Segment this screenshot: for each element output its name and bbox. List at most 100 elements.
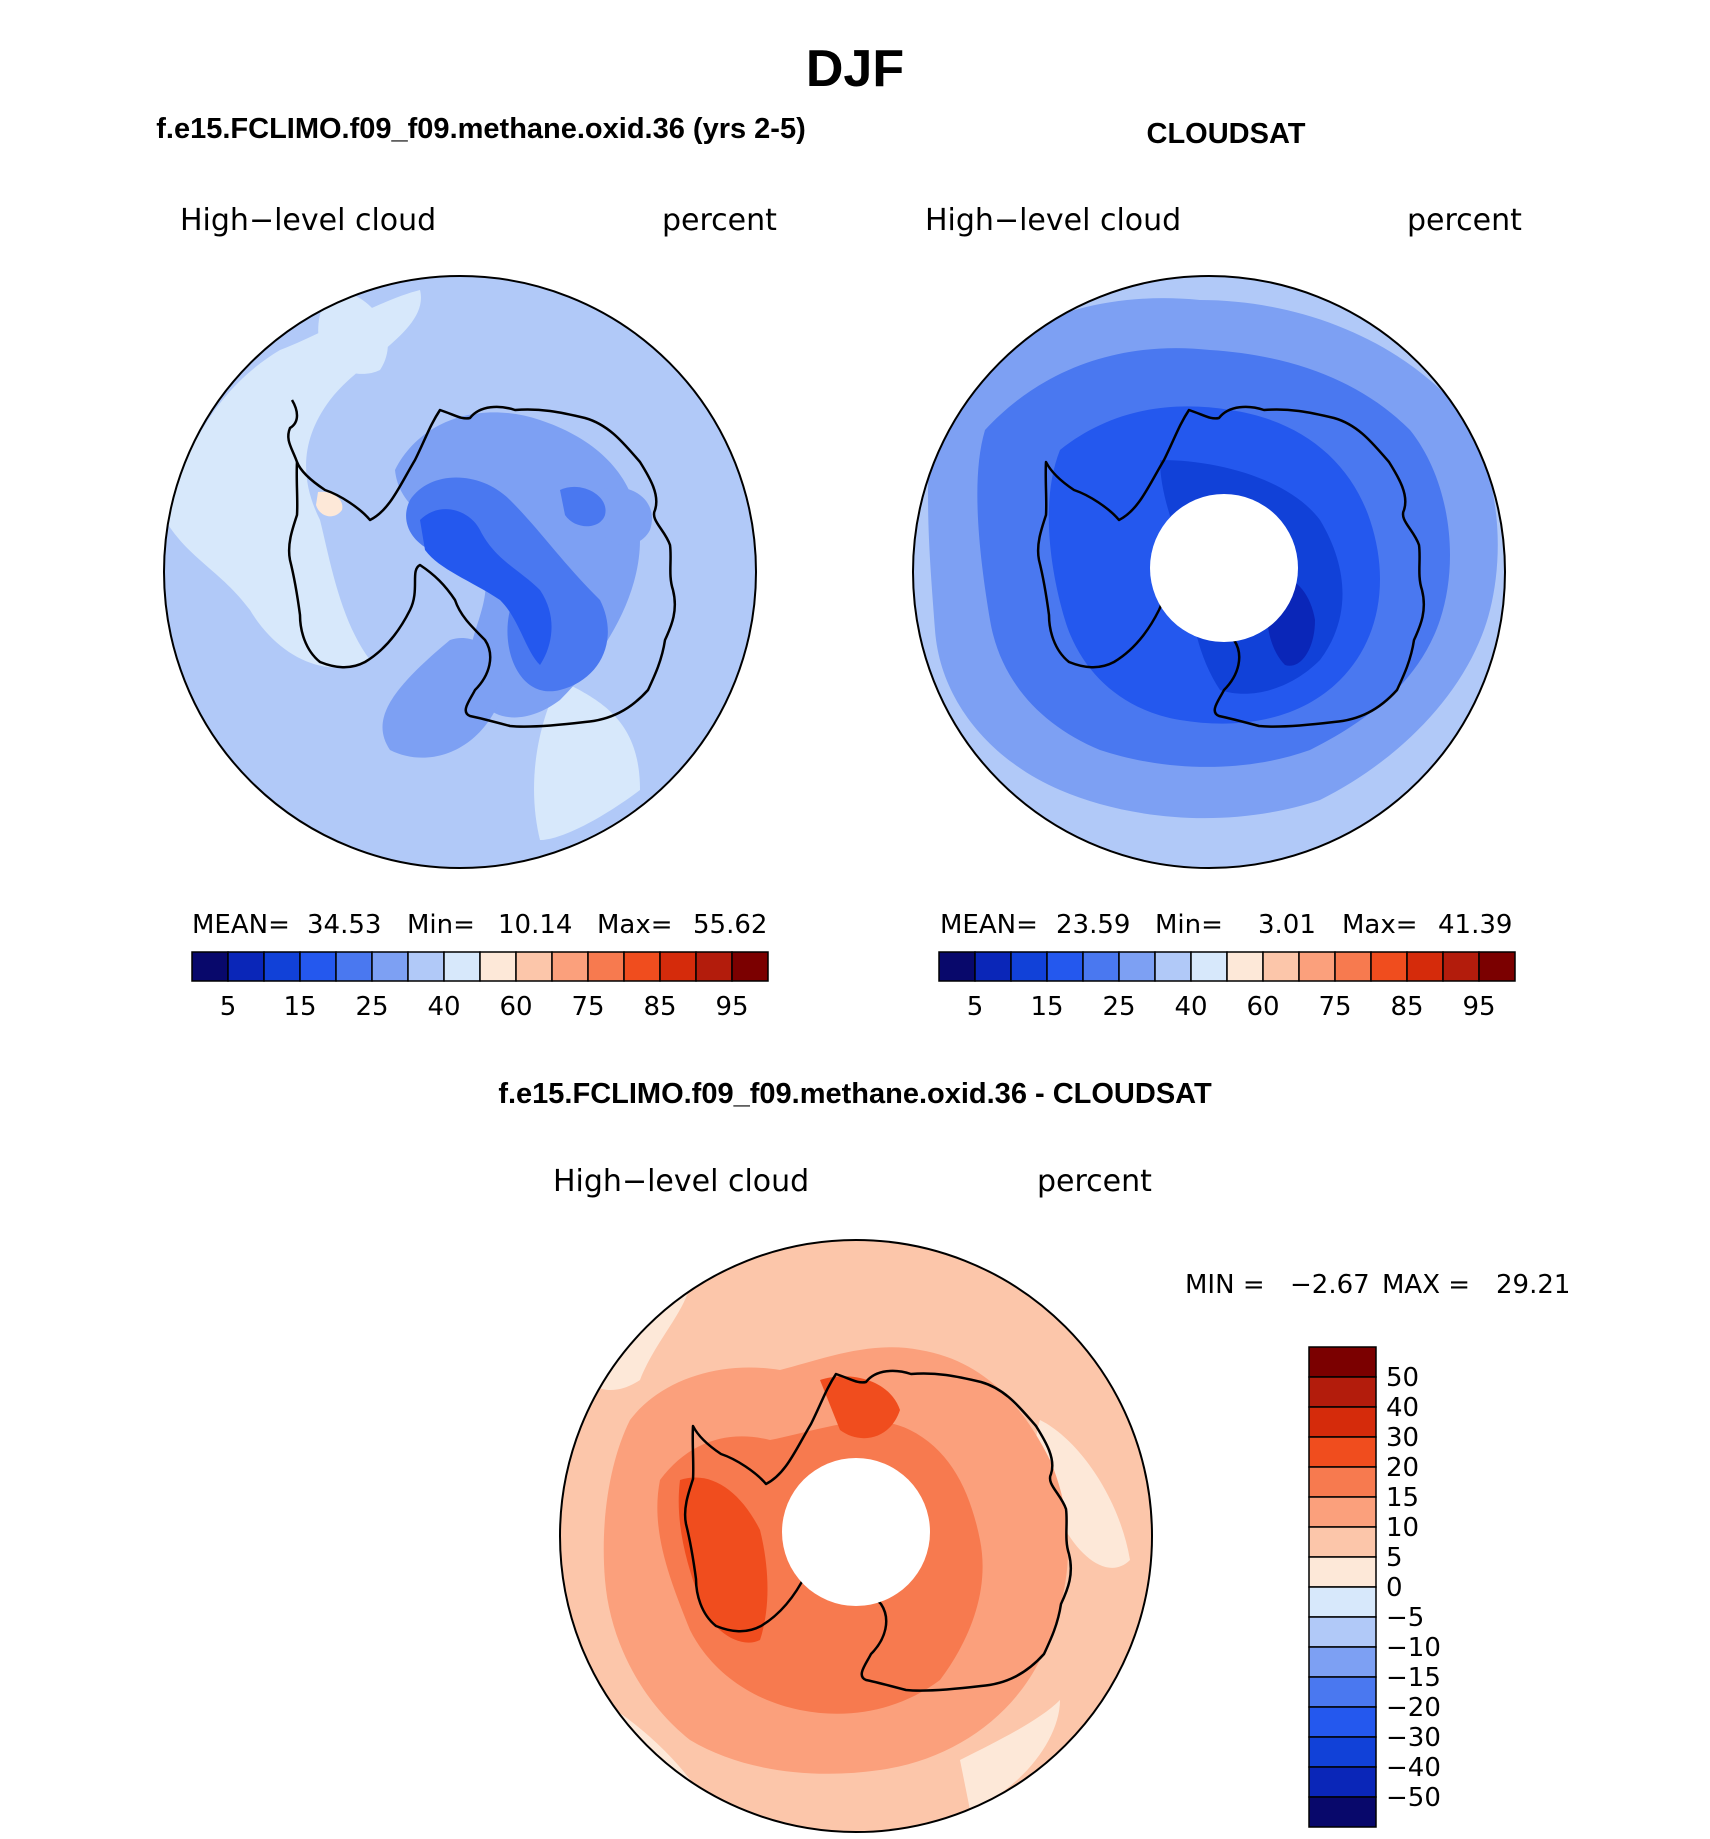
panel-model-min-label: Min= xyxy=(407,910,475,940)
cloudsat-colorbar-tick-label: 95 xyxy=(1462,992,1495,1022)
difference-colorbar-box xyxy=(1308,1766,1377,1798)
panel-difference-max-value: 29.21 xyxy=(1496,1270,1570,1300)
cloudsat-colorbar-tick-label: 15 xyxy=(1030,992,1063,1022)
cloudsat-colorbar-box xyxy=(1226,951,1264,982)
cloudsat-colorbar-box xyxy=(1046,951,1084,982)
model-colorbar-box xyxy=(407,951,445,982)
difference-colorbar-box xyxy=(1308,1646,1377,1678)
difference-colorbar-tick-label: 10 xyxy=(1386,1513,1419,1543)
difference-colorbar-box xyxy=(1308,1736,1377,1768)
model-region-light-2 xyxy=(534,680,640,840)
difference-colorbar-tick-label: 5 xyxy=(1386,1543,1403,1573)
difference-colorbar-tick-label: 40 xyxy=(1386,1393,1419,1423)
model-colorbar-tick-label: 40 xyxy=(427,992,460,1022)
model-colorbar-box xyxy=(443,951,481,982)
panel-difference-min-value: −2.67 xyxy=(1290,1270,1370,1300)
panel-model-colorbar: 5 15 25 40 60 75 85 95 xyxy=(191,951,769,1022)
panel-cloudsat-min-value: 3.01 xyxy=(1258,910,1316,940)
model-colorbar-box xyxy=(371,951,409,982)
panel-cloudsat-units-label: percent xyxy=(1407,203,1522,238)
model-colorbar-tick-label: 60 xyxy=(499,992,532,1022)
cloudsat-coastline xyxy=(1036,405,1426,728)
cloudsat-colorbar-box xyxy=(938,951,976,982)
difference-colorbar-box xyxy=(1308,1466,1377,1498)
panel-cloudsat-min-label: Min= xyxy=(1155,910,1223,940)
model-region-cream xyxy=(316,491,343,517)
cloudsat-colorbar-box xyxy=(1190,951,1228,982)
model-coastline-peninsula xyxy=(287,399,299,463)
model-colorbar-tick-label: 95 xyxy=(715,992,748,1022)
cloudsat-colorbar-box xyxy=(1118,951,1156,982)
model-colorbar-tick-label: 25 xyxy=(355,992,388,1022)
cloudsat-colorbar-tick-label: 40 xyxy=(1174,992,1207,1022)
model-colorbar-box xyxy=(191,951,229,982)
cloudsat-colorbar-box xyxy=(1262,951,1300,982)
cloudsat-colorbar-box xyxy=(1406,951,1444,982)
model-colorbar-box xyxy=(263,951,301,982)
panel-model-map xyxy=(164,276,756,868)
difference-colorbar-box xyxy=(1308,1556,1377,1588)
panel-model: High−level cloud percent MEAN= 34.53 Min… xyxy=(163,203,777,1022)
panel-model-units-label: percent xyxy=(662,203,777,238)
model-colorbar-box xyxy=(587,951,625,982)
difference-colorbar-box xyxy=(1308,1676,1377,1708)
cloudsat-colorbar-box xyxy=(974,951,1012,982)
panel-model-mean-value: 34.53 xyxy=(307,910,381,940)
panel-cloudsat-variable-label: High−level cloud xyxy=(925,203,1181,238)
panel-right-title: CLOUDSAT xyxy=(1147,118,1306,150)
difference-colorbar-tick-label: 30 xyxy=(1386,1423,1419,1453)
difference-colorbar-box xyxy=(1308,1706,1377,1738)
model-region-medium-2 xyxy=(382,638,502,758)
difference-colorbar-tick-label: −30 xyxy=(1386,1723,1441,1753)
panel-cloudsat-mean-label: MEAN= xyxy=(940,910,1038,940)
cloudsat-colorbar-box xyxy=(1442,951,1480,982)
panel-difference-map-border xyxy=(559,1239,1153,1833)
panel-bottom-title: f.e15.FCLIMO.f09_f09.methane.oxid.36 - C… xyxy=(498,1078,1212,1110)
panel-model-min-value: 10.14 xyxy=(498,910,572,940)
model-colorbar-box xyxy=(335,951,373,982)
model-region-darkest-1 xyxy=(420,509,552,665)
difference-colorbar-tick-label: −20 xyxy=(1386,1693,1441,1723)
difference-region-7 xyxy=(678,1477,768,1643)
panel-difference: High−level cloud percent MIN = −2.67 MAX… xyxy=(553,1164,1570,1833)
difference-missing-polar-cap xyxy=(782,1458,930,1606)
difference-region-2 xyxy=(1036,1420,1130,1568)
difference-region-4 xyxy=(960,1700,1060,1810)
model-region-light-3 xyxy=(318,290,388,374)
cloudsat-colorbar-tick-label: 5 xyxy=(967,992,984,1022)
difference-colorbar-tick-label: 0 xyxy=(1386,1573,1403,1603)
panel-difference-variable-label: High−level cloud xyxy=(553,1164,809,1199)
cloudsat-missing-polar-cap xyxy=(1150,494,1298,642)
panel-model-map-border xyxy=(163,275,757,869)
model-region-medium-3 xyxy=(600,487,652,545)
difference-colorbar-tick-label: 50 xyxy=(1386,1363,1419,1393)
difference-colorbar-box xyxy=(1308,1406,1377,1438)
cloudsat-colorbar-tick-label: 85 xyxy=(1390,992,1423,1022)
difference-colorbar-tick-label: −10 xyxy=(1386,1633,1441,1663)
model-colorbar-tick-label: 85 xyxy=(643,992,676,1022)
model-colorbar-tick-label: 15 xyxy=(283,992,316,1022)
difference-colorbar-box xyxy=(1308,1796,1377,1828)
model-colorbar-box xyxy=(227,951,265,982)
panel-cloudsat-colorbar: 5 15 25 40 60 75 85 95 xyxy=(938,951,1516,1022)
cloudsat-colorbar-box xyxy=(1370,951,1408,982)
difference-colorbar-tick-label: −40 xyxy=(1386,1753,1441,1783)
panel-cloudsat-map-border xyxy=(912,275,1506,869)
cloudsat-colorbar-tick-label: 75 xyxy=(1318,992,1351,1022)
difference-colorbar-tick-label: 20 xyxy=(1386,1453,1419,1483)
panel-left-title: f.e15.FCLIMO.f09_f09.methane.oxid.36 (yr… xyxy=(156,113,806,145)
panel-cloudsat-map xyxy=(913,276,1505,868)
panel-cloudsat-mean-value: 23.59 xyxy=(1056,910,1130,940)
model-coastline xyxy=(287,405,677,728)
panel-cloudsat-max-label: Max= xyxy=(1342,910,1418,940)
model-colorbar-box xyxy=(515,951,553,982)
difference-coastline xyxy=(683,1369,1073,1692)
cloudsat-colorbar-box xyxy=(1154,951,1192,982)
panel-model-max-label: Max= xyxy=(597,910,673,940)
panel-difference-units-label: percent xyxy=(1037,1164,1152,1199)
model-colorbar-box xyxy=(479,951,517,982)
difference-colorbar-box xyxy=(1308,1376,1377,1408)
model-region-dark-2 xyxy=(560,486,606,527)
model-colorbar-box xyxy=(299,951,337,982)
